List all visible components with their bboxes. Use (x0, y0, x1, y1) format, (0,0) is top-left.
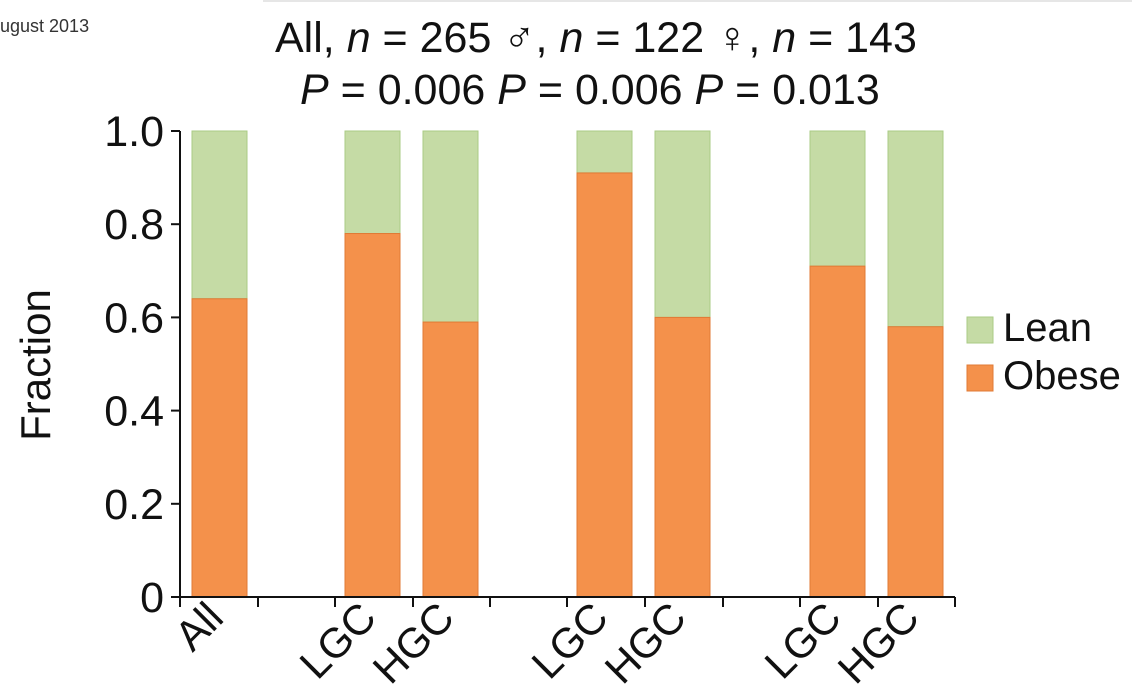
y-tick-label-2: 0.2 (104, 481, 164, 529)
x-category-label-4: LGC (523, 593, 617, 687)
date-label: ugust 2013 (0, 16, 90, 36)
x-category-label-5: HGC (596, 593, 695, 692)
y-tick-label-5: 0.8 (104, 201, 164, 249)
bar-lean-7 (887, 130, 944, 328)
bar-obese-7 (887, 326, 944, 598)
y-axis-title: Fraction (12, 289, 59, 441)
bar-lean-2 (344, 130, 401, 235)
x-category-label-3: HGC (364, 593, 463, 692)
bar-obese-3 (422, 321, 479, 598)
x-category-label-2: LGC (291, 593, 385, 687)
bar-obese-4 (576, 172, 633, 598)
x-category-label-6: LGC (756, 593, 850, 687)
legend-swatch-obese (966, 364, 994, 392)
title-line-1: All, n = 265 ♂, n = 122 ♀, n = 143 (275, 14, 917, 62)
bar-obese-5 (654, 316, 711, 598)
bar-lean-1 (191, 130, 248, 300)
y-tick-label-6: 1.0 (104, 108, 164, 156)
title-line-2: P = 0.006 P = 0.006 P = 0.013 (300, 66, 880, 114)
y-tick-label-3: 0.4 (104, 388, 164, 436)
bars-layer (191, 130, 944, 598)
legend-label-lean: Lean (1003, 306, 1092, 350)
y-tick-label-1: 0 (140, 574, 164, 622)
bar-lean-4 (576, 130, 633, 174)
bar-lean-6 (809, 130, 866, 267)
top-divider (263, 0, 1132, 2)
x-category-label-1: All (166, 593, 232, 659)
bar-lean-5 (654, 130, 711, 318)
bar-lean-3 (422, 130, 479, 323)
y-tick-label-4: 0.6 (104, 294, 164, 342)
legend-label-obese: Obese (1003, 354, 1121, 398)
bar-obese-1 (191, 298, 248, 598)
legend-swatch-lean (966, 316, 994, 344)
bar-obese-2 (344, 233, 401, 598)
x-category-label-7: HGC (829, 593, 928, 692)
bar-obese-6 (809, 265, 866, 598)
